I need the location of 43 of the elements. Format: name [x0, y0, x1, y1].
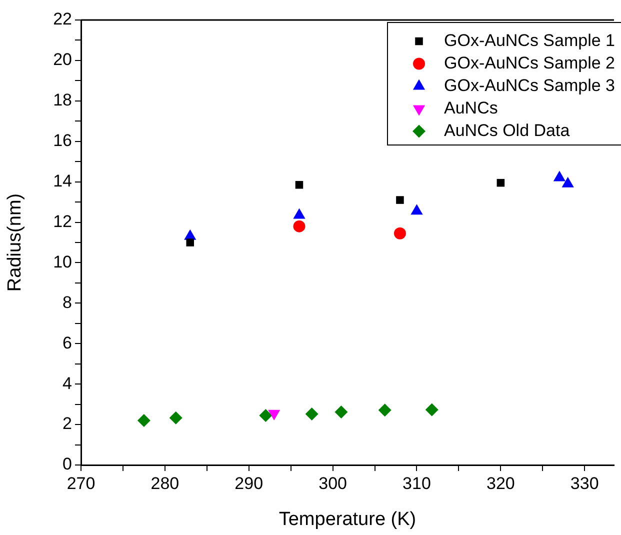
x-tick-label: 330: [570, 474, 599, 493]
point: [378, 404, 392, 417]
point: [562, 176, 574, 188]
point: [293, 208, 306, 219]
x-tick-label: 270: [66, 474, 96, 493]
point: [169, 411, 182, 424]
point: [410, 204, 423, 215]
x-tick-label: 280: [150, 474, 180, 493]
y-axis-title: Radius(nm): [4, 193, 26, 292]
legend-label: GOx-AuNCs Sample 3: [444, 76, 616, 95]
legend-label: AuNCs Old Data: [444, 120, 570, 140]
x-tick-label: 300: [318, 474, 347, 493]
point: [186, 238, 194, 246]
point: [334, 406, 348, 419]
legend-label: GOx-AuNCs Sample 2: [444, 53, 616, 72]
y-tick-label: 14: [53, 172, 72, 191]
y-tick-label: 16: [53, 131, 72, 150]
y-tick-label: 4: [62, 374, 72, 393]
point: [295, 180, 304, 189]
y-tick-label: 10: [53, 252, 72, 272]
y-tick-label: 8: [62, 292, 72, 312]
y-tick-label: 20: [53, 50, 72, 70]
legend-label: GOx-AuNCs Sample 1: [444, 30, 616, 50]
point: [305, 408, 318, 421]
point: [496, 178, 505, 187]
y-tick-label: 6: [62, 333, 72, 352]
y-tick-label: 0: [62, 454, 72, 474]
x-tick-label: 290: [234, 474, 264, 493]
point: [394, 227, 406, 240]
y-tick-label: 18: [53, 90, 72, 110]
point: [425, 403, 438, 416]
x-tick-label: 320: [486, 474, 515, 493]
point: [553, 170, 566, 182]
x-tick-label: 310: [402, 474, 431, 493]
y-tick-label: 22: [53, 10, 72, 29]
y-tick-label: 2: [62, 414, 72, 434]
x-axis-title: Temperature (K): [278, 508, 416, 530]
legend-label: AuNCs: [444, 98, 498, 118]
point: [137, 414, 150, 427]
y-tick-label: 12: [53, 212, 72, 231]
point: [293, 220, 306, 232]
point: [259, 408, 272, 422]
point: [396, 196, 404, 204]
